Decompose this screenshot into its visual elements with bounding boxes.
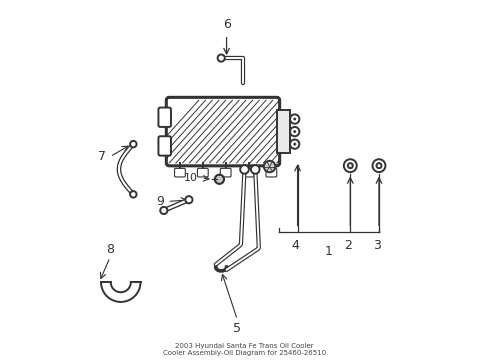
FancyBboxPatch shape [158, 108, 171, 127]
FancyBboxPatch shape [197, 168, 208, 177]
Text: 8: 8 [106, 243, 114, 256]
Circle shape [185, 196, 192, 203]
Circle shape [293, 130, 296, 133]
Circle shape [293, 118, 296, 121]
Circle shape [160, 207, 167, 214]
Polygon shape [101, 282, 140, 302]
Text: 2003 Hyundai Santa Fe Trans Oil Cooler
Cooler Assembly-Oil Diagram for 25460-265: 2003 Hyundai Santa Fe Trans Oil Cooler C… [163, 343, 325, 356]
Bar [276, 110, 290, 153]
Circle shape [250, 165, 259, 174]
Circle shape [293, 143, 296, 145]
Text: 9: 9 [156, 195, 163, 208]
FancyBboxPatch shape [243, 168, 253, 177]
FancyBboxPatch shape [265, 168, 276, 177]
Text: 3: 3 [372, 239, 380, 252]
FancyBboxPatch shape [174, 168, 185, 177]
Text: 1: 1 [324, 244, 332, 257]
Circle shape [130, 141, 136, 147]
Text: 5: 5 [233, 322, 241, 335]
Circle shape [130, 191, 136, 198]
FancyBboxPatch shape [158, 136, 171, 156]
Text: 2: 2 [344, 239, 352, 252]
Text: 7: 7 [98, 150, 106, 163]
Circle shape [264, 161, 275, 172]
FancyBboxPatch shape [166, 97, 279, 166]
Circle shape [217, 54, 224, 62]
Text: 10: 10 [183, 173, 198, 183]
Text: 4: 4 [291, 239, 299, 252]
FancyBboxPatch shape [220, 168, 230, 177]
Circle shape [240, 165, 248, 174]
Circle shape [214, 175, 224, 184]
Text: 6: 6 [222, 18, 230, 31]
